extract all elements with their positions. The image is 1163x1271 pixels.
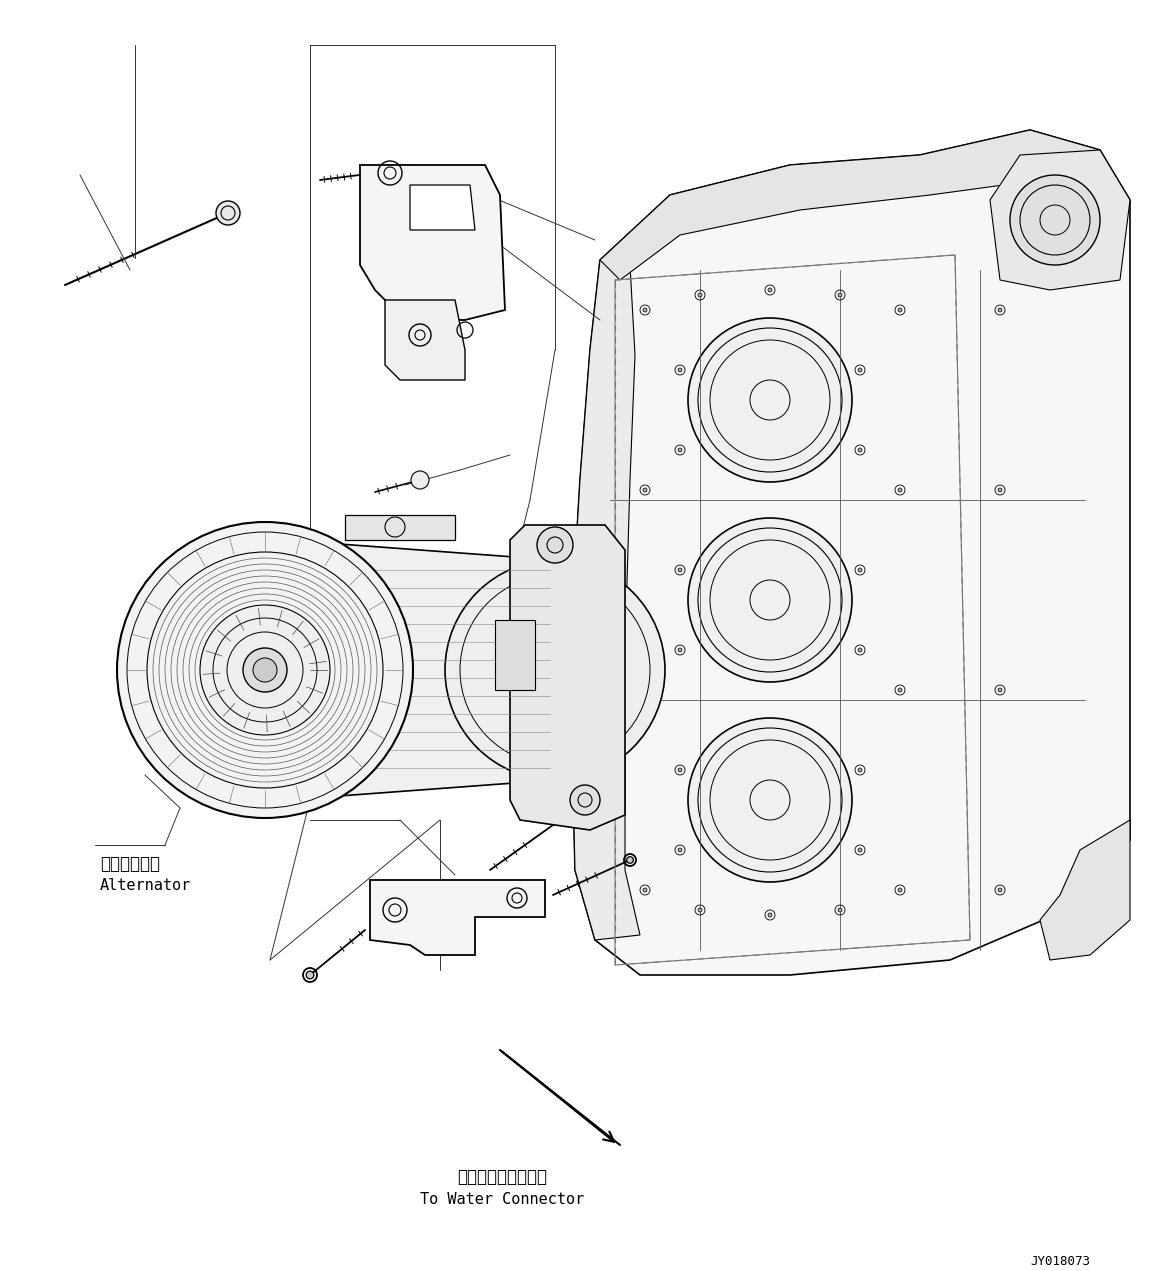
Circle shape — [858, 568, 862, 572]
Circle shape — [306, 971, 314, 979]
Circle shape — [627, 857, 634, 863]
Polygon shape — [361, 165, 505, 320]
Circle shape — [688, 519, 852, 683]
Polygon shape — [570, 261, 640, 941]
Circle shape — [858, 369, 862, 372]
Circle shape — [445, 561, 665, 780]
Text: JY018073: JY018073 — [1030, 1254, 1090, 1268]
Text: Alternator: Alternator — [100, 878, 191, 894]
Circle shape — [678, 648, 682, 652]
Circle shape — [998, 488, 1003, 492]
Circle shape — [418, 477, 422, 483]
Polygon shape — [600, 130, 1100, 280]
Circle shape — [372, 170, 378, 177]
Circle shape — [688, 718, 852, 882]
Circle shape — [643, 688, 647, 691]
Circle shape — [678, 369, 682, 372]
Circle shape — [858, 648, 862, 652]
Circle shape — [898, 488, 902, 492]
Circle shape — [224, 210, 231, 217]
Circle shape — [858, 848, 862, 852]
Circle shape — [254, 658, 277, 683]
Circle shape — [898, 308, 902, 311]
Circle shape — [688, 318, 852, 482]
Polygon shape — [411, 186, 475, 230]
Circle shape — [698, 907, 702, 913]
Circle shape — [243, 648, 287, 691]
Circle shape — [698, 294, 702, 297]
Polygon shape — [285, 540, 555, 799]
Circle shape — [998, 888, 1003, 892]
Circle shape — [839, 294, 842, 297]
Polygon shape — [570, 130, 1130, 975]
Circle shape — [1009, 175, 1100, 264]
Circle shape — [858, 768, 862, 771]
Circle shape — [678, 848, 682, 852]
Text: オルタネータ: オルタネータ — [100, 855, 160, 873]
Circle shape — [200, 605, 330, 735]
Circle shape — [117, 522, 413, 819]
Circle shape — [537, 527, 573, 563]
Circle shape — [768, 913, 772, 916]
Circle shape — [998, 308, 1003, 311]
Polygon shape — [370, 880, 545, 955]
Circle shape — [768, 289, 772, 292]
Circle shape — [216, 201, 240, 225]
Circle shape — [998, 688, 1003, 691]
Polygon shape — [1040, 820, 1130, 960]
Polygon shape — [511, 525, 625, 830]
Circle shape — [411, 472, 429, 489]
Circle shape — [678, 568, 682, 572]
Circle shape — [858, 447, 862, 452]
Circle shape — [643, 308, 647, 311]
Circle shape — [570, 785, 600, 815]
Circle shape — [643, 488, 647, 492]
Polygon shape — [345, 515, 455, 540]
Circle shape — [898, 888, 902, 892]
Polygon shape — [385, 300, 465, 380]
Circle shape — [678, 768, 682, 771]
Circle shape — [557, 817, 563, 822]
Polygon shape — [495, 620, 535, 690]
Text: To Water Connector: To Water Connector — [420, 1192, 584, 1207]
Text: ウォータコネクタへ: ウォータコネクタへ — [457, 1168, 547, 1186]
Circle shape — [678, 447, 682, 452]
Polygon shape — [990, 150, 1130, 290]
Circle shape — [643, 888, 647, 892]
Circle shape — [839, 907, 842, 913]
Circle shape — [898, 688, 902, 691]
